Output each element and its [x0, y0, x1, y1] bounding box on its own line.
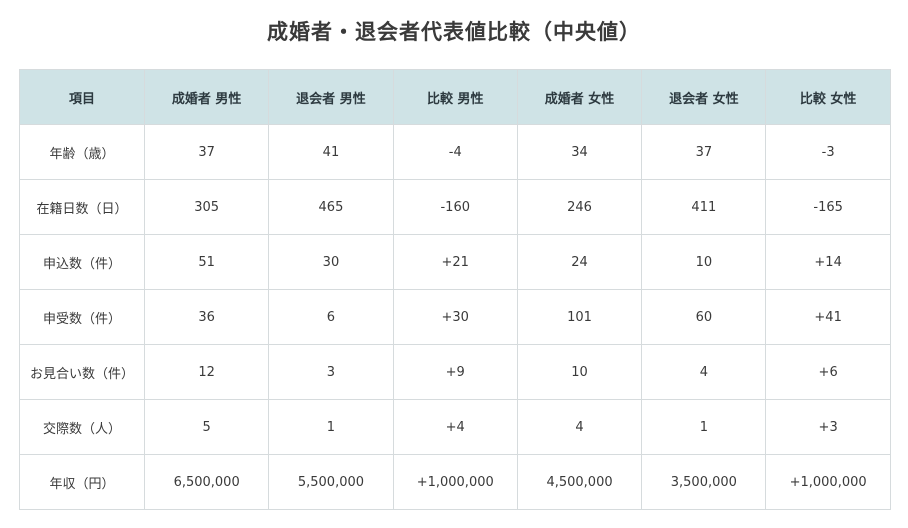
column-header-diff-female: 比較 女性: [765, 69, 891, 125]
column-header-withdrawn-male: 退会者 男性: [268, 69, 394, 125]
row-label: 年収（円）: [19, 454, 145, 510]
table-cell: +1,000,000: [765, 454, 891, 510]
header-row: 項目 成婚者 男性 退会者 男性 比較 男性 成婚者 女性 退会者 女性 比較 …: [19, 69, 891, 125]
row-label: 申受数（件）: [19, 289, 145, 345]
table-cell: +41: [765, 289, 891, 345]
table-cell: 3: [268, 344, 394, 400]
table-cell: +3: [765, 399, 891, 455]
table-cell: 6: [268, 289, 394, 345]
table-cell: 5,500,000: [268, 454, 394, 510]
table-cell: 101: [516, 289, 643, 345]
table-cell: -165: [765, 179, 891, 235]
table-cell: 4: [641, 344, 767, 400]
table-cell: 4,500,000: [516, 454, 643, 510]
column-header-diff-male: 比較 男性: [392, 69, 518, 125]
table-cell: +21: [392, 234, 518, 290]
row-label: お見合い数（件）: [19, 344, 145, 400]
table-cell: 24: [516, 234, 643, 290]
table-cell: +4: [392, 399, 518, 455]
table-row: 年齢（歳） 37 41 -4 34 37 -3: [19, 124, 891, 180]
table-cell: 411: [641, 179, 767, 235]
table-cell: 10: [516, 344, 643, 400]
table-cell: 37: [143, 124, 270, 180]
table-cell: +1,000,000: [392, 454, 518, 510]
table-cell: 5: [143, 399, 270, 455]
table-cell: 4: [516, 399, 643, 455]
table-cell: 36: [143, 289, 270, 345]
table-cell: 51: [143, 234, 270, 290]
row-label: 交際数（人）: [19, 399, 145, 455]
table-row: お見合い数（件） 12 3 +9 10 4 +6: [19, 344, 891, 400]
column-header-married-female: 成婚者 女性: [516, 69, 643, 125]
table-cell: 60: [641, 289, 767, 345]
table-cell: +14: [765, 234, 891, 290]
table-cell: 41: [268, 124, 394, 180]
table-cell: 465: [268, 179, 394, 235]
table-cell: 6,500,000: [143, 454, 270, 510]
row-label: 在籍日数（日）: [19, 179, 145, 235]
table-cell: 30: [268, 234, 394, 290]
row-label: 年齢（歳）: [19, 124, 145, 180]
column-header-married-male: 成婚者 男性: [143, 69, 270, 125]
table-cell: 37: [641, 124, 767, 180]
row-label: 申込数（件）: [19, 234, 145, 290]
table-cell: +6: [765, 344, 891, 400]
table-row: 申受数（件） 36 6 +30 101 60 +41: [19, 289, 891, 345]
comparison-table: 項目 成婚者 男性 退会者 男性 比較 男性 成婚者 女性 退会者 女性 比較 …: [19, 69, 891, 510]
table-row: 年収（円） 6,500,000 5,500,000 +1,000,000 4,500,0…: [19, 454, 891, 510]
table-cell: 10: [641, 234, 767, 290]
table-cell: 246: [516, 179, 643, 235]
chart-title: 成婚者・退会者代表値比較（中央値）: [267, 20, 641, 44]
table-row: 申込数（件） 51 30 +21 24 10 +14: [19, 234, 891, 290]
table-cell: -4: [392, 124, 518, 180]
table-cell: 1: [641, 399, 767, 455]
table-cell: -160: [392, 179, 518, 235]
column-header-withdrawn-female: 退会者 女性: [641, 69, 767, 125]
column-header-item: 項目: [19, 69, 145, 125]
table-cell: 3,500,000: [641, 454, 767, 510]
table-cell: +30: [392, 289, 518, 345]
table-row: 交際数（人） 5 1 +4 4 1 +3: [19, 399, 891, 455]
table-body: 年齢（歳） 37 41 -4 34 37 -3 在籍日数（日） 305 465 -160 246 411…: [19, 124, 891, 510]
table-cell: 305: [143, 179, 270, 235]
table-cell: -3: [765, 124, 891, 180]
table-cell: +9: [392, 344, 518, 400]
table-row: 在籍日数（日） 305 465 -160 246 411 -165: [19, 179, 891, 235]
table-cell: 34: [516, 124, 643, 180]
table-cell: 12: [143, 344, 270, 400]
table-cell: 1: [268, 399, 394, 455]
